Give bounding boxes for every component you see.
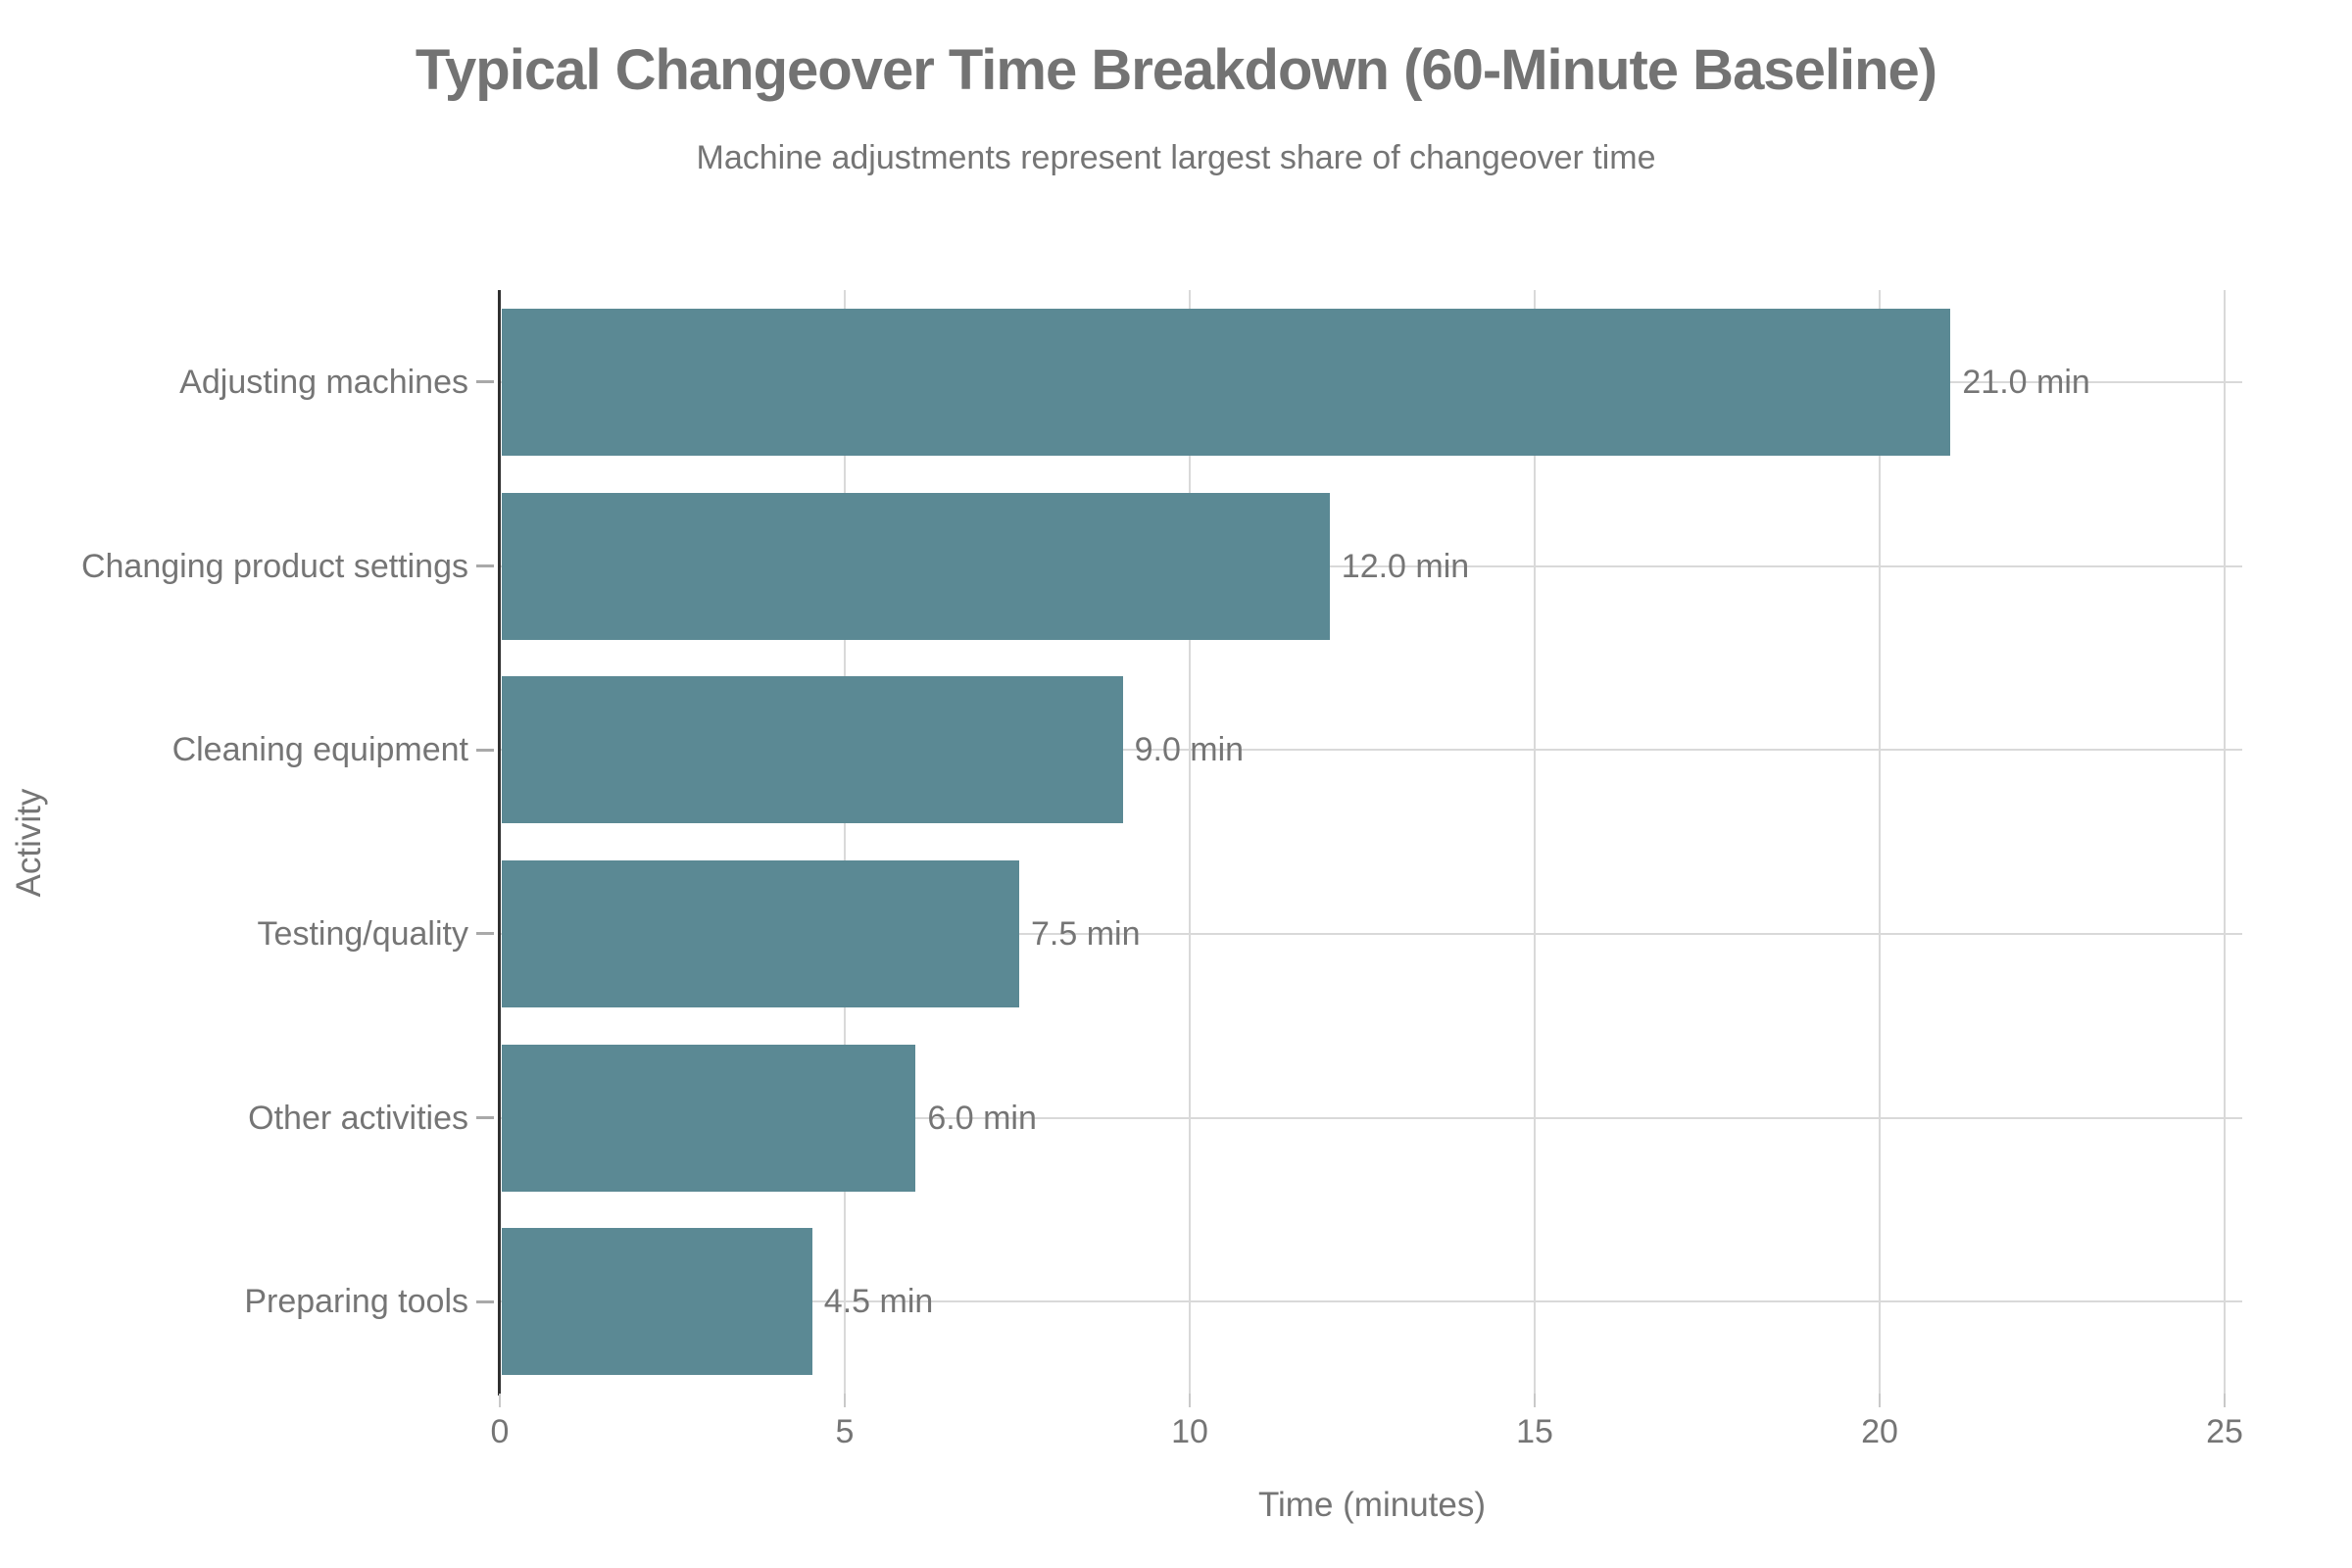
x-tick-mark (844, 1394, 846, 1407)
x-tick-label: 25 (2206, 1413, 2243, 1450)
bar-value-label: 12.0 min (1341, 547, 1470, 585)
bar (502, 859, 1019, 1007)
x-tick-label: 20 (1861, 1413, 1898, 1450)
category-tick-mark (476, 1116, 494, 1119)
gridline-horizontal (500, 1116, 2242, 1119)
y-axis-title: Activity (10, 788, 48, 898)
gridline-horizontal (500, 564, 2242, 567)
x-tick-label: 5 (835, 1413, 855, 1450)
category-tick-mark (476, 564, 494, 567)
chart-subtitle: Machine adjustments represent largest sh… (696, 139, 1656, 176)
gridline-vertical (1879, 290, 1881, 1394)
y-axis-line (498, 290, 501, 1396)
chart-title: Typical Changeover Time Breakdown (60-Mi… (415, 38, 1937, 102)
gridline-horizontal (500, 932, 2242, 935)
gridline-vertical (1534, 290, 1536, 1394)
bar-value-label: 9.0 min (1134, 731, 1245, 769)
category-label: Adjusting machines (179, 363, 468, 401)
category-label: Preparing tools (244, 1283, 468, 1321)
category-label: Testing/quality (257, 914, 468, 953)
bar (502, 1044, 916, 1192)
category-label: Cleaning equipment (172, 731, 468, 769)
x-tick-label: 0 (490, 1413, 510, 1450)
x-tick-mark (2224, 1394, 2226, 1407)
x-tick-mark (1189, 1394, 1191, 1407)
category-tick-mark (476, 748, 494, 752)
category-tick-mark (476, 932, 494, 936)
x-axis-title: Time (minutes) (1257, 1486, 1487, 1524)
bar-value-label: 4.5 min (823, 1283, 934, 1321)
bar-value-label: 6.0 min (927, 1099, 1037, 1137)
gridline-vertical (1189, 290, 1191, 1394)
category-label: Other activities (248, 1099, 468, 1137)
category-tick-mark (476, 1299, 494, 1303)
x-tick-label: 10 (1171, 1413, 1208, 1450)
gridline-vertical (2224, 290, 2226, 1394)
gridline-vertical (844, 290, 846, 1394)
bar (502, 492, 1330, 640)
x-tick-label: 15 (1516, 1413, 1553, 1450)
bar-value-label: 7.5 min (1031, 914, 1141, 953)
category-tick-mark (476, 380, 494, 384)
x-tick-mark (499, 1394, 501, 1407)
bar-value-label: 21.0 min (1962, 363, 2090, 401)
bar (502, 308, 1951, 456)
gridline-horizontal (500, 1300, 2242, 1303)
category-label: Changing product settings (80, 547, 468, 585)
x-tick-mark (1534, 1394, 1536, 1407)
bar (502, 676, 1123, 824)
plot-area: 21.0 min 12.0 min 9.0 min 7.5 min 6.0 min 4.5… (500, 290, 2244, 1394)
bar (502, 1228, 812, 1376)
x-tick-mark (1879, 1394, 1881, 1407)
gridline-horizontal (500, 749, 2242, 752)
